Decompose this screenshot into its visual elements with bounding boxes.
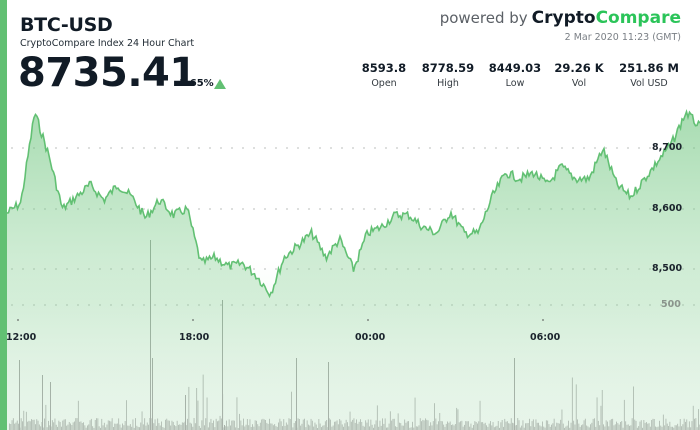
stat-label: Low xyxy=(505,78,525,89)
stat-value: 8778.59 xyxy=(421,61,475,75)
stat-value: 29.26 K xyxy=(554,61,604,75)
price-line xyxy=(6,109,700,299)
price-area xyxy=(7,111,700,430)
brand-logo-compare[interactable]: Compare xyxy=(595,8,681,28)
stat-label: Vol USD xyxy=(630,78,668,89)
volume-axis-label: 500 xyxy=(661,299,681,310)
x-tick-0600: 06:00 xyxy=(530,332,561,343)
stat-low: 8449.03 Low xyxy=(484,61,546,89)
stat-vol: 29.26 K Vol xyxy=(546,61,612,89)
y-tick-8600: 8,600 xyxy=(652,203,683,214)
stat-high: 8778.59 High xyxy=(412,61,484,89)
brand-logo-crypto[interactable]: Crypto xyxy=(531,8,596,28)
y-tick-8500: 8,500 xyxy=(652,263,683,274)
stat-label: Open xyxy=(371,78,397,89)
stat-vol-usd: 251.86 M Vol USD xyxy=(612,61,686,89)
symbol-title: BTC-USD xyxy=(20,14,113,36)
timestamp: 2 Mar 2020 11:23 (GMT) xyxy=(564,32,681,43)
x-tick-1800: 18:00 xyxy=(179,332,210,343)
stat-value: 251.86 M xyxy=(619,61,679,75)
change-percent: 1.65% xyxy=(179,78,214,89)
y-tick-8700: 8,700 xyxy=(652,142,683,153)
stat-value: 8593.8 xyxy=(361,61,407,75)
up-arrow-icon xyxy=(214,79,226,89)
stat-value: 8449.03 xyxy=(488,61,542,75)
x-tick-0000: 00:00 xyxy=(355,332,386,343)
stat-open: 8593.8 Open xyxy=(356,61,412,89)
stat-label: High xyxy=(437,78,459,89)
current-price: 8735.41 xyxy=(18,50,197,96)
x-tick-marks xyxy=(17,319,544,321)
stat-label: Vol xyxy=(571,78,587,89)
x-tick-1200: 12:00 xyxy=(6,332,37,343)
accent-bar xyxy=(0,0,7,430)
stats-row: 8593.8 Open 8778.59 High 8449.03 Low 29.… xyxy=(356,61,686,89)
powered-by: powered by CryptoCompare xyxy=(440,8,681,28)
chart-subtitle: CryptoCompare Index 24 Hour Chart xyxy=(20,38,195,49)
powered-by-label: powered by xyxy=(439,9,528,27)
